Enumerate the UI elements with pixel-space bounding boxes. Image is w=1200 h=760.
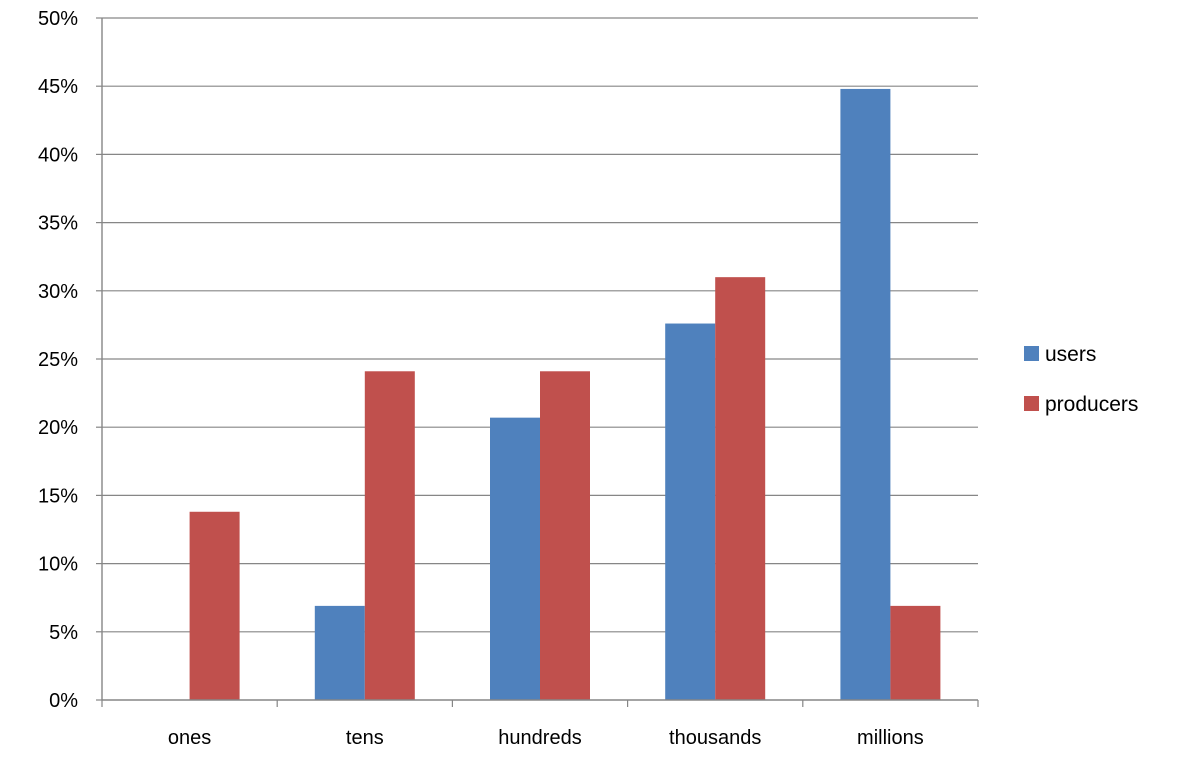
bar-users-tens: [314, 605, 365, 700]
x-tick-label: thousands: [669, 727, 761, 749]
y-tick-label: 0%: [49, 690, 78, 712]
bar-users-thousands: [665, 323, 716, 700]
y-tick-label: 40%: [38, 144, 78, 166]
y-tick-label: 30%: [38, 281, 78, 303]
bar-producers-tens: [364, 371, 415, 700]
y-tick-label: 20%: [38, 417, 78, 439]
y-axis-tick-labels: 0% 5% 10% 15% 20% 25% 30% 35% 40% 45% 50%: [38, 8, 78, 712]
y-tick-label: 25%: [38, 349, 78, 371]
gridlines: [102, 17, 978, 633]
x-tick-label: millions: [857, 727, 924, 749]
bar-producers-thousands: [715, 277, 766, 700]
y-tick-label: 50%: [38, 8, 78, 30]
x-axis-tick-labels: ones tens hundreds thousands millions: [168, 727, 924, 749]
legend-label-producers: producers: [1045, 393, 1138, 416]
axes: [96, 17, 979, 707]
legend-swatch-users: [1024, 346, 1039, 361]
bar-users-hundreds: [490, 417, 540, 700]
bar-producers-ones: [189, 511, 240, 700]
x-tick-label: ones: [168, 727, 211, 749]
legend-swatch-producers: [1024, 396, 1039, 411]
bar-producers-hundreds: [540, 371, 590, 700]
bar-producers-millions: [890, 605, 941, 700]
y-tick-label: 10%: [38, 554, 78, 576]
y-tick-label: 15%: [38, 485, 78, 507]
x-tick-label: hundreds: [498, 727, 581, 749]
legend-label-users: users: [1045, 343, 1096, 366]
y-tick-label: 35%: [38, 213, 78, 235]
bar-users-millions: [840, 88, 891, 701]
bars: [189, 88, 941, 701]
y-tick-label: 45%: [38, 76, 78, 98]
y-tick-label: 5%: [49, 622, 78, 644]
legend: users producers: [1024, 343, 1138, 416]
x-tick-label: tens: [346, 727, 384, 749]
